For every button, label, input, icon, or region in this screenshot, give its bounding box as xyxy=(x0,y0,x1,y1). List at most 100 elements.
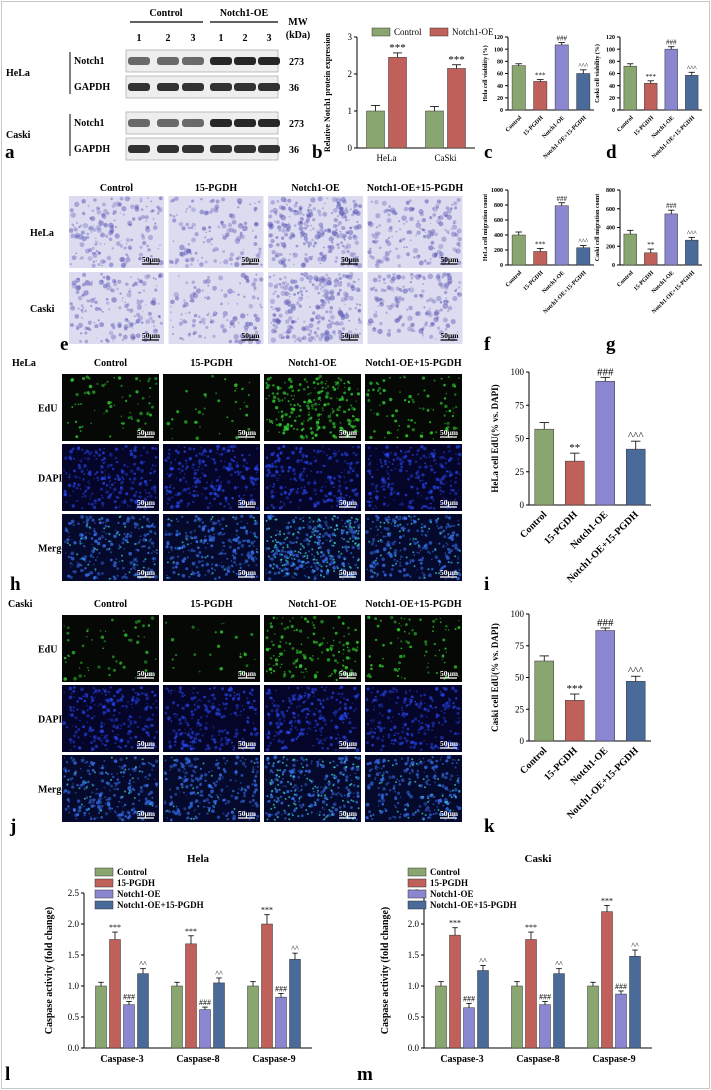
cell-dot xyxy=(303,488,307,492)
cell-dot xyxy=(338,210,345,216)
cell-dot xyxy=(139,686,143,690)
cell-dot xyxy=(382,277,386,281)
cell-dot xyxy=(293,209,297,213)
cell-dot xyxy=(316,305,321,310)
cell-dot xyxy=(128,477,132,481)
cell-dot xyxy=(113,720,116,723)
cell-dot xyxy=(69,262,73,266)
cell-dot xyxy=(299,408,302,411)
cell-dot xyxy=(298,226,304,232)
cell-dot xyxy=(435,274,441,280)
cell-dot xyxy=(331,241,334,244)
cell-dot xyxy=(341,327,346,331)
cell-dot xyxy=(147,734,150,737)
cell-dot xyxy=(68,544,71,547)
cell-dot xyxy=(432,207,435,210)
cell-dot xyxy=(229,504,231,506)
cell-dot xyxy=(94,559,97,562)
cell-dot xyxy=(356,220,359,224)
cell-dot xyxy=(76,553,79,556)
cell-dot xyxy=(314,541,317,544)
cell-dot xyxy=(295,541,298,544)
cell-dot xyxy=(301,436,305,440)
cell-dot xyxy=(64,661,67,664)
cell-dot xyxy=(439,561,441,564)
cell-dot xyxy=(278,228,282,232)
cell-dot xyxy=(124,745,127,748)
cell-dot xyxy=(318,403,320,406)
cell-dot xyxy=(139,379,142,382)
cell-dot xyxy=(275,518,278,521)
cell-dot xyxy=(105,484,109,487)
cell-dot xyxy=(257,200,261,204)
cell-dot xyxy=(96,225,102,231)
cell-dot xyxy=(412,519,415,521)
cell-dot xyxy=(454,232,459,237)
cell-dot xyxy=(279,474,281,477)
cell-dot xyxy=(72,724,74,727)
cell-dot xyxy=(305,436,309,439)
cell-dot xyxy=(422,277,426,281)
cell-dot xyxy=(205,562,210,567)
cell-dot xyxy=(221,223,227,229)
cell-dot xyxy=(316,551,319,554)
cell-dot xyxy=(117,323,122,329)
cell-dot xyxy=(309,317,314,322)
cell-dot xyxy=(126,519,130,524)
cell-dot xyxy=(291,558,294,560)
cell-dot xyxy=(415,487,419,491)
cell-dot xyxy=(137,403,139,405)
cell-dot xyxy=(418,448,420,450)
cell-dot xyxy=(427,671,430,674)
cell-dot xyxy=(344,295,349,301)
cell-dot xyxy=(447,305,453,311)
grid-column-label: Notch1-OE+15-PGDH xyxy=(367,183,463,194)
cell-dot xyxy=(438,244,444,250)
cell-dot xyxy=(433,379,436,382)
cell-dot xyxy=(447,629,450,631)
cell-dot xyxy=(390,567,394,571)
cell-dot xyxy=(288,620,291,623)
cell-dot xyxy=(337,291,341,295)
cell-dot xyxy=(331,197,337,203)
cell-dot xyxy=(87,320,92,325)
cell-dot xyxy=(152,550,154,552)
cell-dot xyxy=(259,277,264,282)
cell-dot xyxy=(457,557,460,560)
cell-dot xyxy=(280,569,283,572)
cell-dot xyxy=(339,284,342,286)
cell-dot xyxy=(382,570,385,573)
cell-dot xyxy=(327,301,331,304)
cell-dot xyxy=(312,207,316,211)
cell-dot xyxy=(107,464,111,467)
cell-dot xyxy=(312,615,317,620)
cell-dot xyxy=(331,517,334,520)
cell-dot xyxy=(441,276,444,279)
cell-dot xyxy=(147,624,151,627)
cell-dot xyxy=(431,550,434,553)
cell-dot xyxy=(222,447,226,451)
cell-dot xyxy=(229,326,232,329)
cell-dot xyxy=(424,643,428,646)
cell-dot xyxy=(190,736,193,740)
cell-dot xyxy=(156,206,158,209)
cell-dot xyxy=(83,545,85,547)
cell-dot xyxy=(448,232,450,235)
cell-dot xyxy=(176,410,180,414)
cell-dot xyxy=(394,467,397,470)
cell-dot xyxy=(374,617,378,621)
cell-dot xyxy=(417,476,420,480)
cell-dot xyxy=(292,252,295,255)
cell-dot xyxy=(222,315,226,319)
cell-dot xyxy=(117,724,120,726)
cell-dot xyxy=(231,259,233,261)
cell-dot xyxy=(273,399,276,402)
cell-dot xyxy=(338,273,341,276)
cell-dot xyxy=(368,462,372,466)
cell-dot xyxy=(446,208,452,214)
cell-dot xyxy=(208,449,213,453)
cell-dot xyxy=(275,308,280,313)
cell-dot xyxy=(405,573,409,577)
cell-dot xyxy=(175,529,179,533)
cell-dot xyxy=(124,196,130,202)
